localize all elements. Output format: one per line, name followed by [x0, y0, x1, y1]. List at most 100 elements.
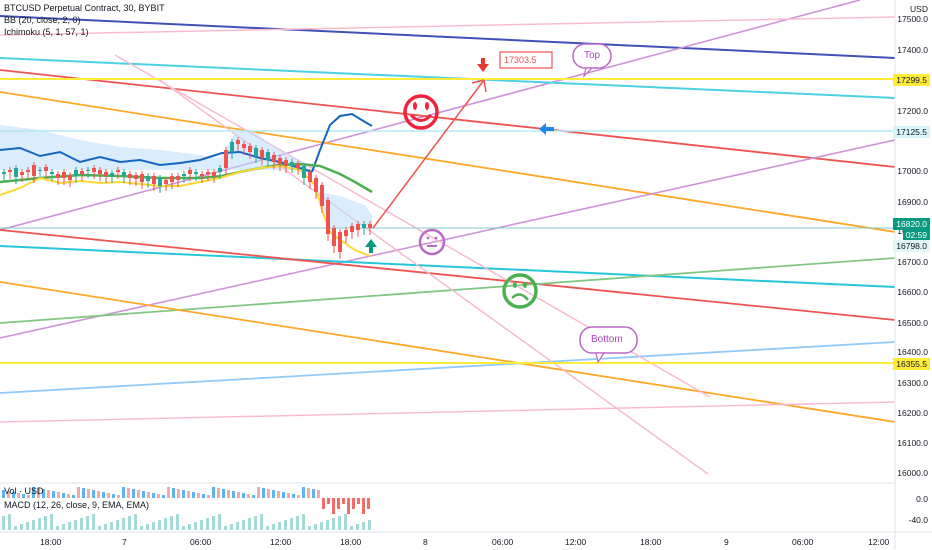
price-tag-cyan: 17125.5 — [893, 126, 930, 138]
macd-bar — [17, 493, 20, 498]
price-axis-label: 16400.0 — [897, 347, 928, 357]
macd-bar — [197, 493, 200, 498]
macd-bar — [22, 494, 25, 498]
volume-bar — [296, 516, 299, 530]
macd-bar — [272, 490, 275, 498]
candle-body — [248, 146, 252, 152]
bottom-callout[interactable] — [579, 326, 638, 364]
macd-bar — [362, 498, 365, 514]
candle-body — [74, 170, 78, 176]
macd-bar — [327, 498, 330, 504]
price-axis-label: 16300.0 — [897, 378, 928, 388]
volume-bar — [74, 520, 77, 530]
macd-bar — [337, 498, 340, 509]
macd-bar — [147, 492, 150, 498]
macd-bar — [317, 490, 320, 498]
macd-bar — [222, 489, 225, 498]
time-axis-label: 18:00 — [640, 537, 662, 547]
macd-bar — [57, 492, 60, 498]
macd-bar — [32, 487, 35, 498]
macd-bar — [367, 498, 370, 509]
macd-bar — [137, 490, 140, 498]
candle-body — [152, 176, 156, 184]
candle-body — [326, 200, 330, 234]
down-arrow-marker-icon — [477, 58, 489, 72]
volume-bar — [14, 526, 17, 530]
macd-axis-minus: -40.0 — [908, 515, 928, 525]
macd-bar — [232, 491, 235, 498]
candle-body — [158, 178, 162, 186]
volume-bar — [2, 516, 5, 530]
macd-bar — [62, 493, 65, 498]
candle-body — [320, 185, 324, 206]
volume-bar — [278, 522, 281, 530]
left-arrow-marker-icon — [539, 123, 554, 135]
macd-bar — [177, 489, 180, 498]
macd-bar — [112, 494, 115, 498]
macd-legend[interactable]: MACD (12, 26, close, 9, EMA, EMA) — [4, 500, 150, 510]
up-arrow-marker-icon — [365, 239, 377, 253]
volume-bar — [212, 516, 215, 530]
candle-body — [302, 166, 306, 178]
top-callout[interactable] — [572, 43, 612, 78]
candle-body — [50, 172, 54, 174]
time-axis-label: 9 — [724, 537, 729, 547]
volume-bar — [134, 514, 137, 530]
candle-body — [38, 170, 42, 171]
volume-bar — [218, 514, 221, 530]
price-tag-low: 16798.0 — [893, 240, 930, 252]
ichimoku-legend[interactable]: Ichimoku (5, 1, 57, 1) — [4, 27, 89, 37]
candle-body — [80, 171, 84, 174]
macd-bar — [207, 495, 210, 498]
macd-bar — [97, 491, 100, 498]
candle-body — [92, 168, 96, 172]
candle-body — [338, 232, 342, 252]
time-axis-label: 8 — [423, 537, 428, 547]
price-axis-label: 17500.0 — [897, 14, 928, 24]
volume-bar — [146, 524, 149, 530]
bb-legend[interactable]: BB (20, close, 2, 0) — [4, 15, 81, 25]
candle-body — [284, 160, 288, 166]
candle-body — [98, 170, 102, 174]
trendline-blue — [0, 341, 896, 394]
candle-body — [8, 170, 12, 172]
currency-label: USD — [910, 4, 928, 14]
time-axis-label: 7 — [122, 537, 127, 547]
candle-body — [368, 224, 372, 228]
time-axis-label: 06:00 — [190, 537, 212, 547]
macd-bar — [152, 493, 155, 498]
volume-bar — [302, 514, 305, 530]
volume-bar — [32, 520, 35, 530]
candle-body — [110, 173, 114, 176]
volume-bar — [314, 524, 317, 530]
price-axis-label: 16200.0 — [897, 408, 928, 418]
macd-bar — [257, 487, 260, 498]
macd-bar — [307, 488, 310, 498]
trendline-green — [0, 257, 896, 324]
candle-body — [272, 155, 276, 162]
macd-bar — [322, 498, 325, 509]
macd-bar — [132, 489, 135, 498]
volume-bar — [26, 522, 29, 530]
target-price-label[interactable] — [499, 51, 553, 69]
macd-bar — [242, 493, 245, 498]
macd-bar — [127, 488, 130, 498]
macd-bar — [37, 488, 40, 498]
top-callout-text: Top — [584, 50, 601, 61]
candle-body — [140, 174, 144, 182]
macd-bar — [282, 492, 285, 498]
bottom-callout-text: Bottom — [591, 334, 623, 345]
macd-bar — [312, 489, 315, 498]
candle-body — [350, 226, 354, 232]
symbol-legend[interactable]: BTCUSD Perpetual Contract, 30, BYBIT — [4, 3, 165, 13]
macd-bar — [352, 498, 355, 509]
volume-bar — [194, 522, 197, 530]
candle-body — [86, 170, 90, 171]
volume-bar — [164, 518, 167, 530]
volume-bar — [290, 518, 293, 530]
candle-body — [2, 172, 6, 174]
volume-legend[interactable]: Vol · USD — [4, 486, 44, 496]
volume-bar — [200, 520, 203, 530]
macd-bar — [252, 495, 255, 498]
